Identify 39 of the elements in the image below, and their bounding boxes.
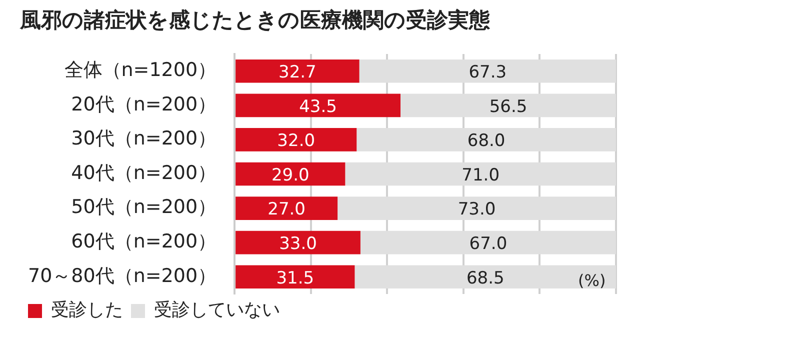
bar (236, 162, 346, 186)
data-label: 67.0 (469, 234, 508, 254)
y-tick-label: 40代（n=200） (71, 162, 217, 184)
legend-label: 受診していない (154, 300, 280, 321)
bar (356, 128, 616, 152)
data-label: 71.0 (462, 165, 500, 186)
data-label: 67.3 (468, 62, 507, 83)
bar (236, 128, 357, 152)
y-tick-label: 70～80代（n=200） (28, 264, 217, 287)
data-label: 33.0 (279, 234, 317, 254)
y-tick-label: 30代（n=200） (71, 128, 217, 150)
y-tick-label: 20代（n=200） (71, 93, 217, 116)
bar (338, 196, 616, 220)
bar (236, 230, 360, 254)
bar (360, 230, 616, 254)
bar (400, 94, 616, 118)
data-label: 56.5 (489, 96, 528, 117)
bar (236, 94, 400, 118)
data-label: 73.0 (458, 200, 496, 220)
data-label: 31.5 (276, 268, 314, 288)
y-tick-label: 50代（n=200） (71, 196, 217, 218)
data-label: 68.5 (466, 268, 504, 288)
data-label: 32.7 (278, 62, 316, 83)
y-tick-label: 60代（n=200） (71, 230, 217, 253)
annotation: (%) (578, 271, 606, 290)
chart-title: 風邪の諸症状を感じたときの医療機関の受診実態 (20, 7, 490, 34)
data-label: 32.0 (277, 131, 316, 152)
bar (354, 265, 616, 289)
bar (236, 196, 338, 220)
data-label: 29.0 (271, 165, 310, 186)
data-label: 27.0 (268, 200, 306, 220)
data-label: 68.0 (467, 131, 506, 152)
bar (345, 162, 616, 186)
bar (236, 59, 360, 83)
bar (359, 59, 616, 83)
data-label: 43.5 (299, 96, 337, 117)
bar (236, 265, 355, 289)
legend-label: 受診した (51, 300, 123, 321)
y-tick-label: 全体（n=1200） (64, 59, 217, 82)
